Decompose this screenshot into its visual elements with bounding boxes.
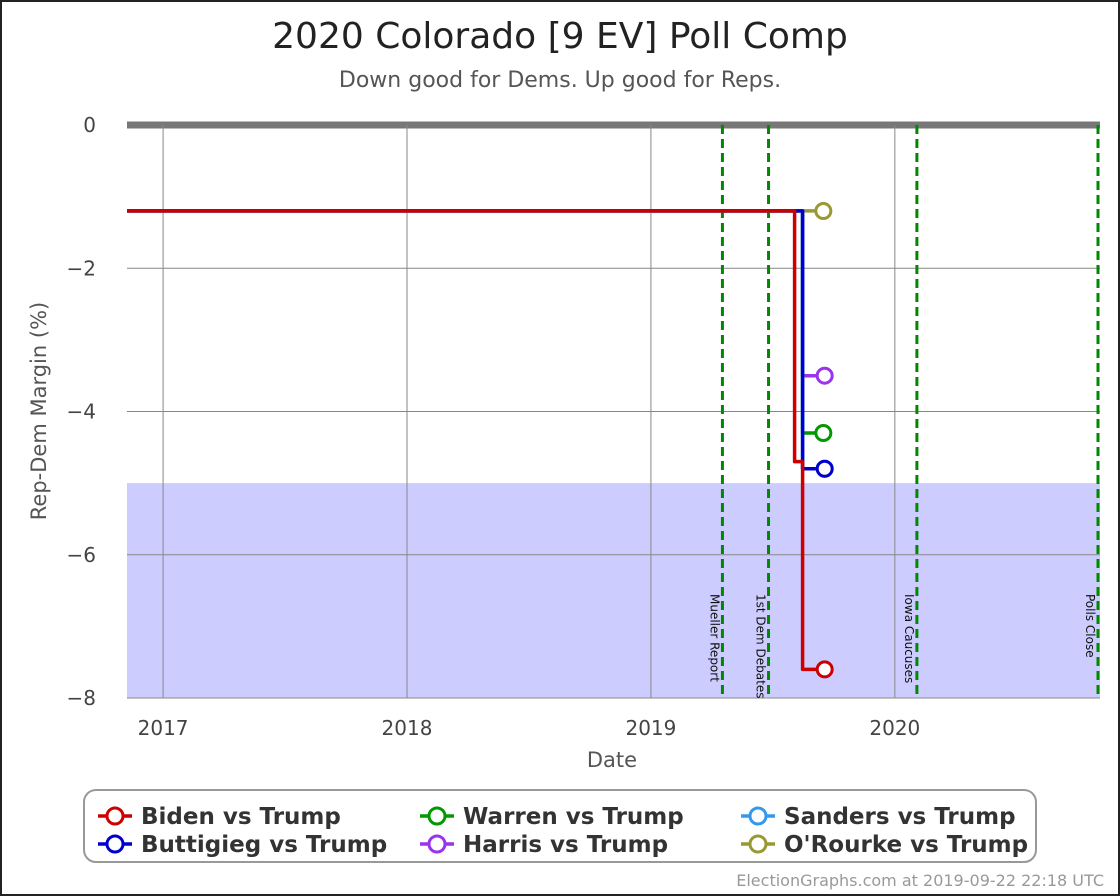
footer-credit: ElectionGraphs.com at 2019-09-22 22:18 U… [736, 871, 1104, 890]
legend-swatch-marker [427, 806, 447, 826]
x-tick-label: 2018 [382, 716, 433, 740]
grid [127, 121, 1100, 699]
y-axis-label: Rep-Dem Margin (%) [27, 302, 51, 520]
series-line [127, 209, 825, 672]
chart-title: 2020 Colorado [9 EV] Poll Comp [272, 16, 848, 57]
x-tick-label: 2020 [869, 716, 920, 740]
series-lines [127, 201, 834, 679]
series-line [127, 209, 825, 471]
event-markers: Mueller Report 1st Dem Debates Iowa Caucus… [707, 125, 1100, 698]
legend: Biden vs Trump Warren vs Trump Sanders vs … [98, 804, 1028, 858]
series-line [127, 209, 825, 378]
series-end-point [814, 201, 833, 220]
legend-label: Biden vs Trump [141, 804, 341, 830]
x-tick-label: 2019 [625, 716, 676, 740]
axis-ticks: 0 −2 −4 −6 −8 2017 2018 2019 2020 [67, 113, 921, 740]
series-end-point [815, 459, 834, 478]
event-label: Iowa Caucuses [902, 594, 916, 683]
legend-label: Harris vs Trump [463, 832, 668, 858]
legend-swatch-marker [105, 834, 125, 854]
legend-swatch-marker [427, 834, 447, 854]
legend-label: Warren vs Trump [463, 804, 684, 830]
series-end-point [814, 423, 833, 442]
x-tick-label: 2017 [138, 716, 189, 740]
legend-swatch-marker [748, 806, 768, 826]
event-label: Polls Close [1083, 594, 1097, 658]
legend-label: Sanders vs Trump [784, 804, 1016, 830]
event-label: 1st Dem Debates [754, 594, 768, 698]
y-tick-label: −8 [67, 686, 96, 710]
event-label: Mueller Report [707, 594, 721, 682]
y-tick-label: −6 [67, 543, 96, 567]
y-tick-label: −2 [67, 256, 96, 280]
x-axis-label: Date [587, 748, 637, 772]
series-end-point [815, 366, 834, 385]
legend-swatch-marker [748, 834, 768, 854]
legend-label: Buttigieg vs Trump [141, 832, 387, 858]
legend-box [83, 789, 1037, 863]
series-line [127, 209, 824, 435]
legend-label: O'Rourke vs Trump [784, 832, 1028, 858]
y-tick-label: 0 [83, 113, 96, 137]
chart-subtitle: Down good for Dems. Up good for Reps. [339, 68, 781, 93]
legend-swatch-marker [105, 806, 125, 826]
y-tick-label: −4 [67, 400, 96, 424]
shaded-region [127, 483, 1100, 698]
series-line [127, 209, 825, 471]
series-end-point [815, 660, 834, 679]
